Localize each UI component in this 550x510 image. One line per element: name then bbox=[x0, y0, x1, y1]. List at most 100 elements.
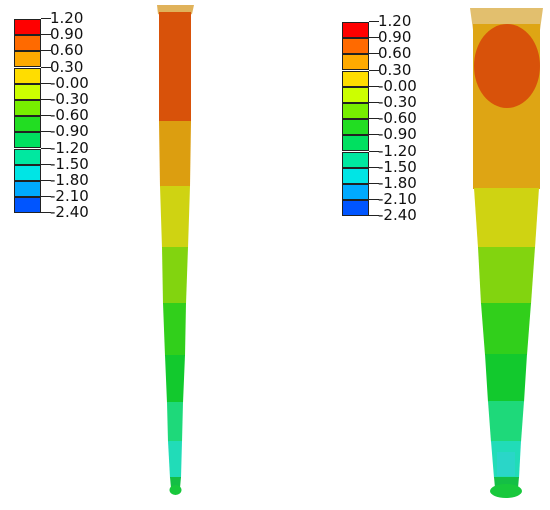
legend-left-row: -0.60 bbox=[14, 107, 124, 133]
legend-left-tick bbox=[41, 50, 51, 52]
legend-right-label: 0.90 bbox=[378, 28, 412, 47]
legend-right-row: 0.30 bbox=[342, 61, 452, 87]
right-band-8b bbox=[497, 452, 515, 476]
legend-left-row: -0.30 bbox=[14, 91, 124, 116]
legend-left-tick bbox=[41, 147, 51, 149]
legend-left-row: -2.10 bbox=[14, 188, 124, 214]
legend-left-swatch bbox=[14, 83, 41, 100]
legend-right-row: -1.20 bbox=[342, 142, 452, 168]
legend-left-row: -2.40 bbox=[14, 204, 124, 229]
legend-left-tick bbox=[41, 131, 51, 133]
left-band-5 bbox=[163, 303, 186, 356]
legend-left-tick bbox=[41, 196, 51, 198]
left-specimen bbox=[157, 5, 194, 495]
legend-right-tick bbox=[369, 150, 379, 152]
legend-left-swatch bbox=[14, 164, 41, 181]
legend-right-label: 0.30 bbox=[378, 60, 412, 79]
legend-right-swatch bbox=[342, 103, 369, 119]
legend-left-tick bbox=[41, 99, 51, 100]
legend-right-label: -0.60 bbox=[378, 109, 417, 128]
left-band-1 bbox=[159, 12, 191, 122]
legend-right-row: -0.60 bbox=[342, 110, 452, 136]
legend-right-swatch bbox=[342, 54, 369, 71]
legend-right-tick bbox=[369, 166, 379, 168]
legend-left-swatch bbox=[14, 19, 41, 35]
legend-left-swatch bbox=[14, 67, 41, 84]
legend-right-swatch bbox=[342, 135, 369, 152]
legend-left-label: -2.40 bbox=[50, 203, 89, 222]
legend-right-tick bbox=[369, 37, 379, 39]
legend-right-tick bbox=[369, 102, 379, 103]
legend-left-tick bbox=[41, 18, 51, 19]
legend-left-label: 0.30 bbox=[50, 57, 84, 76]
left-band-3 bbox=[160, 186, 190, 248]
legend-right-row: -1.50 bbox=[342, 158, 452, 184]
legend-left-label: 0.90 bbox=[50, 25, 84, 44]
legend-left-tick bbox=[41, 180, 51, 181]
legend-left-swatch bbox=[14, 100, 41, 116]
legend-right-swatch bbox=[342, 167, 369, 184]
legend-right-swatch bbox=[342, 86, 369, 103]
legend-left-row: 0.90 bbox=[14, 26, 124, 52]
legend-right-row: 1.20 bbox=[342, 13, 452, 38]
legend-left-row: -1.20 bbox=[14, 139, 124, 165]
legend-left-label: -1.80 bbox=[50, 171, 89, 189]
legend-right-swatch bbox=[342, 38, 369, 55]
legend-left-swatch bbox=[14, 181, 41, 197]
right-tip bbox=[490, 484, 522, 498]
legend-left-swatch bbox=[14, 148, 41, 165]
legend-right-row: 0.90 bbox=[342, 29, 452, 55]
legend-left-label: -1.50 bbox=[50, 154, 89, 173]
legend-right-label: -1.20 bbox=[378, 141, 417, 160]
legend-right-row: -1.80 bbox=[342, 175, 452, 200]
legend-left-swatch bbox=[14, 132, 41, 149]
legend-right-tick bbox=[369, 85, 379, 87]
legend-left-swatch bbox=[14, 116, 41, 133]
left-band-4 bbox=[162, 247, 188, 304]
legend-right-swatch bbox=[342, 22, 369, 38]
legend-right-label: -0.90 bbox=[378, 125, 417, 144]
left-tip bbox=[169, 485, 182, 495]
right-specimen bbox=[470, 8, 543, 498]
right-band-4 bbox=[478, 247, 535, 304]
legend-left-swatch bbox=[14, 35, 41, 52]
legend-right-row: 0.60 bbox=[342, 45, 452, 71]
legend-left-tick bbox=[41, 34, 51, 36]
legend-right-label: -0.00 bbox=[378, 76, 417, 95]
legend-left-label: 1.20 bbox=[50, 9, 84, 27]
legend-right-label: -1.80 bbox=[378, 174, 417, 192]
legend-right-tick bbox=[369, 21, 379, 22]
legend-right-label: 0.60 bbox=[378, 44, 412, 63]
right-band-6 bbox=[485, 354, 527, 402]
legend-left-row: 0.60 bbox=[14, 42, 124, 68]
legend-right-row: -2.10 bbox=[342, 191, 452, 217]
legend-right-label: 1.20 bbox=[378, 12, 412, 30]
legend-right-tick bbox=[369, 215, 379, 217]
right-band-7 bbox=[488, 401, 524, 442]
left-band-7 bbox=[167, 402, 183, 442]
legend-left-swatch bbox=[14, 197, 41, 214]
legend-left-tick bbox=[41, 82, 51, 84]
legend-left-tick bbox=[41, 115, 51, 117]
legend-right-swatch bbox=[342, 200, 369, 217]
right-band-3 bbox=[474, 188, 539, 248]
legend-right-tick bbox=[369, 134, 379, 136]
legend-right-tick bbox=[369, 53, 379, 55]
legend-right-label: -1.50 bbox=[378, 157, 417, 176]
legend-left-label: -1.20 bbox=[50, 138, 89, 157]
legend-right-tick bbox=[369, 118, 379, 120]
legend-left-swatch bbox=[14, 51, 41, 68]
right-head bbox=[474, 24, 540, 108]
legend-right-tick bbox=[369, 183, 379, 184]
legend-right-label: -2.40 bbox=[378, 206, 417, 225]
left-band-6 bbox=[165, 355, 185, 403]
legend-right-label: -0.30 bbox=[378, 93, 417, 111]
left-band-2 bbox=[159, 121, 191, 187]
legend-left-label: -2.10 bbox=[50, 187, 89, 206]
left-band-9 bbox=[170, 477, 181, 488]
left-band-8 bbox=[168, 441, 182, 478]
legend-left-label: -0.90 bbox=[50, 122, 89, 141]
legend-left-label: -0.60 bbox=[50, 106, 89, 125]
legend-left-label: 0.60 bbox=[50, 41, 84, 60]
